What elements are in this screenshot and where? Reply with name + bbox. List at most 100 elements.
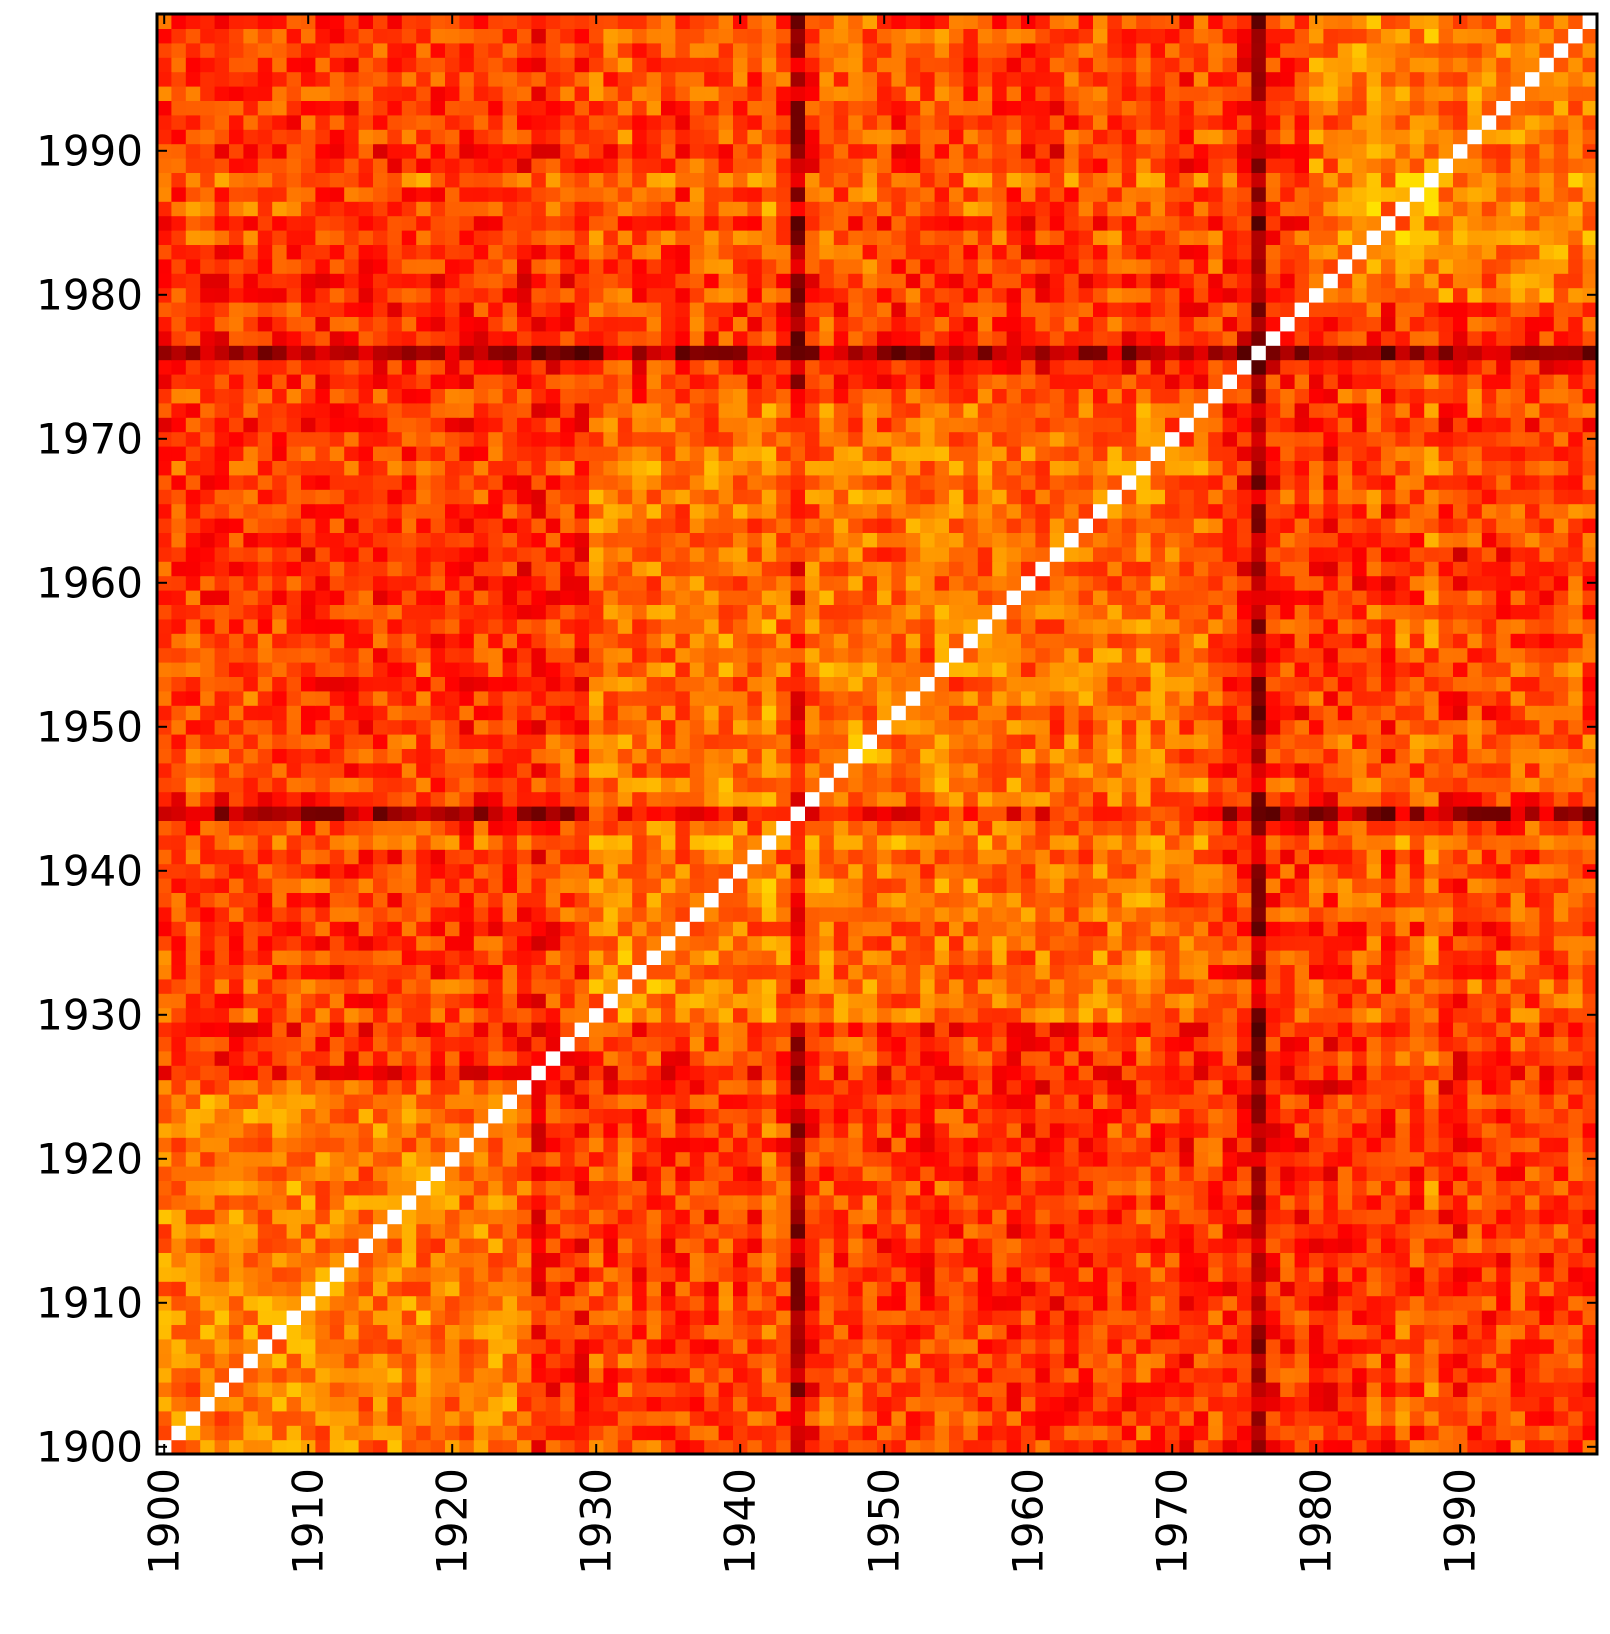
heatmap-cell: [401, 734, 417, 749]
heatmap-cell: [1294, 993, 1310, 1009]
heatmap-cell: [1093, 892, 1108, 908]
heatmap-cell: [502, 1122, 518, 1138]
heatmap-cell: [646, 791, 662, 807]
heatmap-cell: [1136, 1353, 1152, 1369]
heatmap-cell: [891, 964, 907, 980]
heatmap-cell: [1568, 892, 1584, 908]
heatmap-cell: [214, 1410, 230, 1426]
heatmap-cell: [1366, 1166, 1382, 1181]
heatmap-cell: [733, 1338, 748, 1354]
heatmap-cell: [718, 1367, 734, 1383]
heatmap-cell: [992, 1065, 1008, 1081]
heatmap-cell: [1049, 1324, 1065, 1340]
heatmap-cell: [1309, 978, 1324, 994]
heatmap-cell: [1251, 1180, 1267, 1196]
heatmap-cell: [949, 1094, 964, 1109]
heatmap-cell: [315, 906, 331, 922]
heatmap-cell: [560, 1338, 576, 1354]
heatmap-cell: [675, 1022, 691, 1037]
heatmap-cell: [1107, 1382, 1123, 1397]
heatmap-cell: [1409, 1238, 1425, 1253]
heatmap-cell: [473, 1223, 489, 1239]
heatmap-cell: [1237, 878, 1252, 893]
heatmap-cell: [1309, 777, 1324, 793]
heatmap-cell: [1006, 1425, 1022, 1441]
heatmap-cell: [517, 849, 532, 865]
heatmap-cell: [1467, 1439, 1483, 1455]
heatmap-cell: [243, 878, 259, 893]
heatmap-cell: [1496, 950, 1512, 965]
heatmap-cell: [358, 878, 374, 893]
heatmap-cell: [1337, 1252, 1353, 1268]
heatmap-cell: [1467, 1281, 1483, 1297]
heatmap-cell: [1323, 1137, 1339, 1153]
heatmap-cell: [157, 1137, 172, 1153]
heatmap-cell: [1496, 1439, 1512, 1455]
heatmap-cell: [560, 1324, 576, 1340]
heatmap-cell: [1568, 1022, 1584, 1037]
heatmap-cell: [1553, 1079, 1569, 1095]
heatmap-cell: [877, 1310, 892, 1325]
heatmap-cell: [733, 863, 748, 879]
heatmap-cell: [1337, 964, 1353, 980]
heatmap-cell: [502, 978, 518, 994]
heatmap-cell: [387, 993, 403, 1009]
heatmap-cell: [1165, 1281, 1180, 1297]
heatmap-cell: [1208, 1079, 1224, 1095]
heatmap-cell: [373, 1281, 388, 1297]
heatmap-cell: [776, 806, 792, 821]
heatmap-cell: [1049, 1209, 1065, 1225]
heatmap-cell: [560, 1036, 576, 1052]
heatmap-cell: [243, 820, 259, 836]
heatmap-cell: [1395, 1137, 1411, 1153]
heatmap-cell: [790, 1281, 806, 1297]
heatmap-cell: [358, 1252, 374, 1268]
heatmap-cell: [416, 1137, 432, 1153]
heatmap-cell: [977, 1410, 993, 1426]
heatmap-cell: [517, 1295, 532, 1311]
heatmap-cell: [1251, 1252, 1267, 1268]
heatmap-cell: [200, 1166, 216, 1181]
heatmap-cell: [819, 834, 835, 850]
heatmap-cell: [934, 1137, 950, 1153]
heatmap-cell: [373, 777, 388, 793]
heatmap-cell: [1409, 834, 1425, 850]
heatmap-cell: [1496, 1108, 1512, 1124]
heatmap-cell: [790, 762, 806, 778]
heatmap-cell: [243, 1324, 259, 1340]
heatmap-cell: [963, 791, 979, 807]
heatmap-cell: [1294, 863, 1310, 879]
heatmap-cell: [488, 993, 504, 1009]
heatmap-cell: [1337, 921, 1353, 937]
heatmap-cell: [905, 892, 921, 908]
heatmap-cell: [1035, 1194, 1051, 1210]
heatmap-cell: [1237, 1108, 1252, 1124]
heatmap-cell: [1496, 1223, 1512, 1239]
heatmap-cell: [1481, 777, 1497, 793]
heatmap-cell: [1366, 863, 1382, 879]
heatmap-cell: [229, 791, 244, 807]
heatmap-cell: [373, 849, 388, 865]
heatmap-cell: [934, 1122, 950, 1138]
heatmap-cell: [718, 1022, 734, 1037]
heatmap-cell: [949, 1353, 964, 1369]
heatmap-cell: [776, 1353, 792, 1369]
heatmap-cell: [733, 1036, 748, 1052]
heatmap-cell: [545, 1151, 561, 1167]
heatmap-cell: [603, 1223, 619, 1239]
heatmap-cell: [776, 906, 792, 922]
heatmap-cell: [1395, 978, 1411, 994]
heatmap-cell: [805, 1324, 820, 1340]
heatmap-cell: [344, 777, 360, 793]
heatmap-cell: [272, 1310, 288, 1325]
heatmap-cell: [1352, 892, 1368, 908]
heatmap-cell: [1208, 892, 1224, 908]
heatmap-cell: [848, 849, 864, 865]
heatmap-cell: [200, 820, 216, 836]
heatmap-cell: [473, 1122, 489, 1138]
heatmap-cell: [646, 892, 662, 908]
heatmap-cell: [920, 935, 936, 951]
heatmap-cell: [747, 863, 763, 879]
heatmap-cell: [761, 1382, 777, 1397]
heatmap-cell: [416, 1036, 432, 1052]
